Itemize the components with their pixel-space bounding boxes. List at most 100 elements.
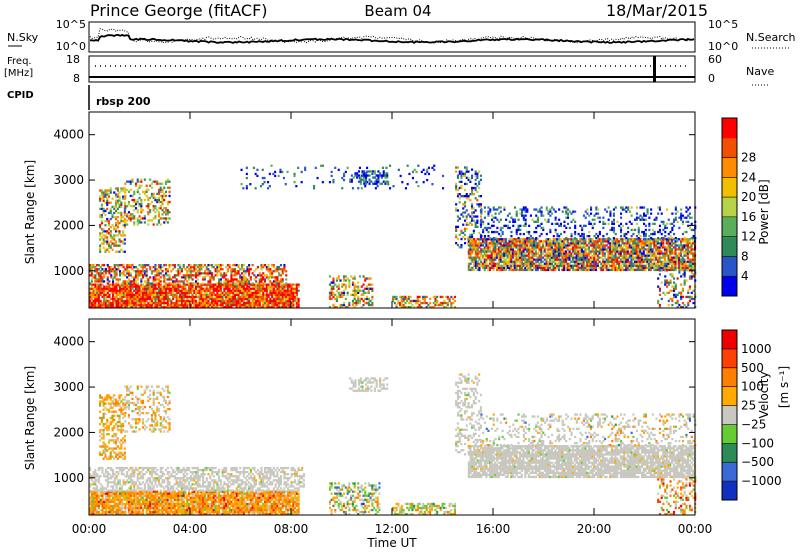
heatmap-cell	[368, 178, 371, 181]
heatmap-cell	[526, 258, 529, 261]
heatmap-cell	[346, 306, 349, 309]
heatmap-cell	[366, 166, 369, 169]
heatmap-cell	[570, 242, 573, 245]
heatmap-cell	[119, 289, 122, 292]
heatmap-cell	[112, 297, 115, 301]
heatmap-cell	[92, 295, 95, 299]
heatmap-cell	[483, 240, 486, 243]
heatmap-cell	[115, 289, 118, 292]
heatmap-cell	[471, 213, 474, 216]
heatmap-cell	[572, 250, 575, 253]
heatmap-cell	[159, 217, 162, 220]
heatmap-cell	[358, 299, 361, 303]
heatmap-cell	[397, 168, 400, 171]
heatmap-cell	[467, 195, 470, 198]
heatmap-cell	[283, 270, 286, 273]
heatmap-cell	[510, 242, 513, 245]
heatmap-cell	[678, 244, 681, 247]
heatmap-cell	[274, 301, 277, 305]
heatmap-cell	[103, 301, 106, 305]
heatmap-cell	[262, 303, 265, 307]
heatmap-cell	[278, 266, 281, 269]
heatmap-cell	[264, 274, 267, 277]
heatmap-cell	[587, 258, 590, 261]
heatmap-cell	[113, 291, 116, 294]
heatmap-cell	[237, 293, 240, 296]
heatmap-cell	[292, 293, 295, 296]
heatmap-cell	[122, 215, 125, 219]
heatmap-cell	[271, 272, 274, 275]
heatmap-cell	[175, 287, 178, 290]
heatmap-cell	[534, 250, 537, 253]
heatmap-cell	[221, 297, 224, 301]
heatmap-cell	[209, 264, 212, 267]
heatmap-cell	[432, 306, 435, 309]
heatmap-cell	[154, 278, 157, 281]
heatmap-cell	[584, 246, 587, 249]
heatmap-cell	[384, 174, 387, 177]
heatmap-cell	[136, 291, 139, 294]
heatmap-cell	[115, 295, 118, 299]
heatmap-cell	[489, 260, 492, 263]
heatmap-cell	[415, 301, 418, 305]
heatmap-cell	[297, 283, 300, 286]
heatmap-cell	[549, 268, 552, 272]
heatmap-cell	[485, 262, 488, 265]
heatmap-cell	[653, 238, 656, 241]
heatmap-cell	[209, 287, 212, 290]
heatmap-cell	[109, 207, 112, 210]
heatmap-cell	[653, 244, 656, 247]
date-title: 18/Mar/2015	[606, 1, 708, 20]
heatmap-cell	[520, 256, 523, 259]
heatmap-cell	[157, 190, 160, 193]
heatmap-cell	[479, 205, 482, 208]
heatmap-cell	[491, 218, 494, 221]
heatmap-cell	[538, 244, 541, 247]
heatmap-cell	[102, 228, 105, 231]
heatmap-cell	[244, 287, 247, 290]
heatmap-cell	[642, 238, 645, 241]
heatmap-cell	[262, 291, 265, 294]
heatmap-cell	[676, 262, 679, 265]
heatmap-cell	[138, 221, 141, 224]
heatmap-cell	[166, 200, 169, 204]
heatmap-cell	[474, 264, 477, 267]
heatmap-cell	[351, 289, 354, 292]
heatmap-cell	[110, 303, 113, 307]
heatmap-cell	[542, 228, 545, 232]
heatmap-cell	[287, 289, 290, 292]
heatmap-cell	[476, 199, 479, 202]
heatmap-cell	[517, 260, 520, 263]
heatmap-cell	[363, 172, 366, 175]
heatmap-cell	[510, 266, 513, 269]
heatmap-cell	[165, 274, 168, 277]
heatmap-cell	[632, 250, 635, 253]
heatmap-cell	[483, 237, 486, 240]
heatmap-cell	[109, 246, 112, 249]
heatmap-cell	[508, 260, 511, 263]
heatmap-cell	[226, 303, 229, 307]
heatmap-cell	[545, 244, 548, 247]
heatmap-cell	[549, 256, 552, 259]
heatmap-cell	[641, 252, 644, 255]
heatmap-cell	[260, 268, 263, 271]
heatmap-cell	[497, 254, 500, 257]
heatmap-cell	[143, 285, 146, 288]
heatmap-cell	[350, 275, 353, 278]
heatmap-cell	[173, 280, 176, 283]
heatmap-cell	[163, 297, 166, 301]
heatmap-cell	[157, 278, 160, 281]
heatmap-cell	[343, 303, 346, 307]
heatmap-cell	[605, 238, 608, 241]
heatmap-cell	[662, 242, 665, 245]
heatmap-cell	[554, 242, 557, 245]
heatmap-cell	[120, 220, 123, 223]
heatmap-cell	[504, 242, 507, 245]
heatmap-cell	[482, 220, 485, 223]
heatmap-cell	[669, 266, 672, 269]
heatmap-cell	[679, 268, 682, 272]
heatmap-cell	[110, 291, 113, 294]
heatmap-cell	[626, 250, 629, 253]
heatmap-cell	[241, 293, 244, 296]
heatmap-cell	[115, 215, 118, 219]
